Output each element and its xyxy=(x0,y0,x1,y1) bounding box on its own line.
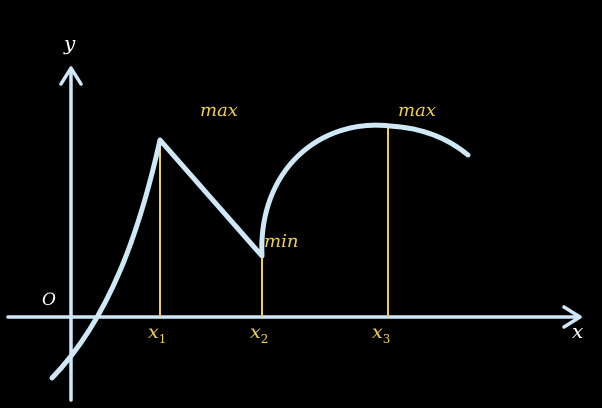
tick-label-x2: x2 xyxy=(250,321,268,346)
max-label-3: max xyxy=(398,100,436,121)
x-axis-label: x xyxy=(572,319,583,343)
tick-label-x1: x1 xyxy=(148,321,166,346)
function-curve xyxy=(49,122,471,381)
y-axis-arrowhead xyxy=(59,66,83,86)
origin-label: O xyxy=(42,290,56,310)
max-label-1: max xyxy=(200,100,238,121)
tick-label-x3: x3 xyxy=(372,321,390,346)
min-label-2: min xyxy=(264,231,298,252)
y-axis-label: y xyxy=(63,31,76,55)
x-axis-arrowhead xyxy=(562,305,582,329)
